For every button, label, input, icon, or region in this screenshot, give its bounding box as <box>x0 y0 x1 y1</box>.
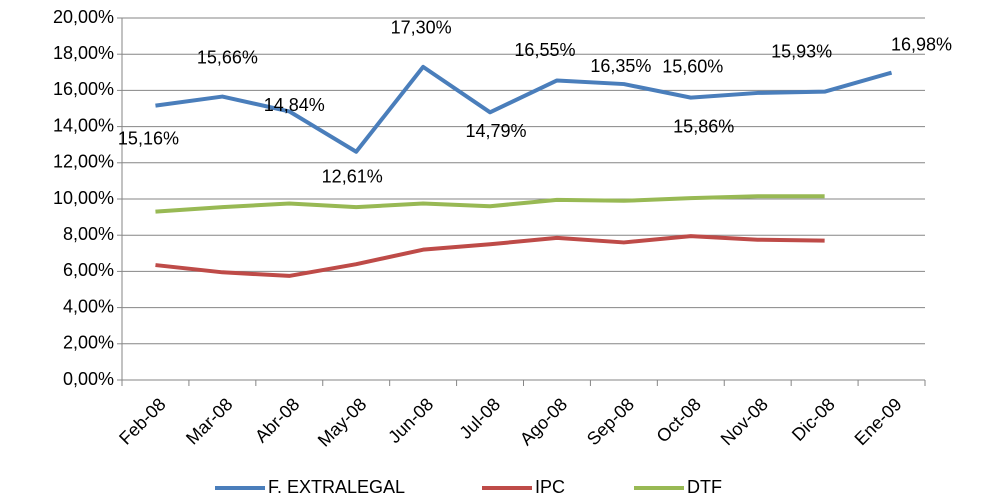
series-line <box>155 64 893 154</box>
legend-label: DTF <box>687 477 722 497</box>
y-tick-label: 14,00% <box>53 115 114 135</box>
data-label: 12,61% <box>322 167 383 187</box>
data-label: 15,93% <box>771 41 832 61</box>
legend-label: IPC <box>535 477 565 497</box>
data-label: 16,98% <box>891 34 952 54</box>
y-tick-label: 20,00% <box>53 7 114 27</box>
data-label: 16,55% <box>514 40 575 60</box>
y-tick-label: 2,00% <box>63 333 114 353</box>
data-label: 15,66% <box>197 47 258 67</box>
x-tick-label: Sep-08 <box>583 394 638 449</box>
x-tick-label: Feb-08 <box>115 394 169 448</box>
data-label: 14,84% <box>264 95 325 115</box>
x-tick-label: Dic-08 <box>788 394 839 445</box>
x-tick-label: Oct-08 <box>653 394 705 446</box>
y-tick-label: 16,00% <box>53 79 114 99</box>
x-tick-label: Nov-08 <box>717 394 772 449</box>
legend-label: F. EXTRALEGAL <box>268 477 405 497</box>
x-tick-label: Abr-08 <box>251 394 303 446</box>
y-tick-label: 10,00% <box>53 188 114 208</box>
y-tick-label: 0,00% <box>63 369 114 389</box>
data-label: 16,35% <box>590 56 651 76</box>
series-line <box>155 234 825 278</box>
y-tick-label: 8,00% <box>63 224 114 244</box>
data-label: 17,30% <box>391 18 452 38</box>
y-tick-label: 18,00% <box>53 43 114 63</box>
y-tick-label: 6,00% <box>63 260 114 280</box>
data-label: 14,79% <box>466 121 527 141</box>
x-tick-label: Ago-08 <box>516 394 571 449</box>
series-line <box>155 194 825 214</box>
data-label: 15,16% <box>118 128 179 148</box>
y-tick-label: 4,00% <box>63 296 114 316</box>
data-label: 15,86% <box>673 117 734 137</box>
x-tick-label: May-08 <box>314 394 371 451</box>
x-tick-label: Jul-08 <box>455 394 504 443</box>
x-tick-label: Jun-08 <box>384 394 437 447</box>
y-tick-label: 12,00% <box>53 152 114 172</box>
x-tick-label: Mar-08 <box>182 394 236 448</box>
x-tick-label: Ene-09 <box>851 394 906 449</box>
data-label: 15,60% <box>662 56 723 76</box>
